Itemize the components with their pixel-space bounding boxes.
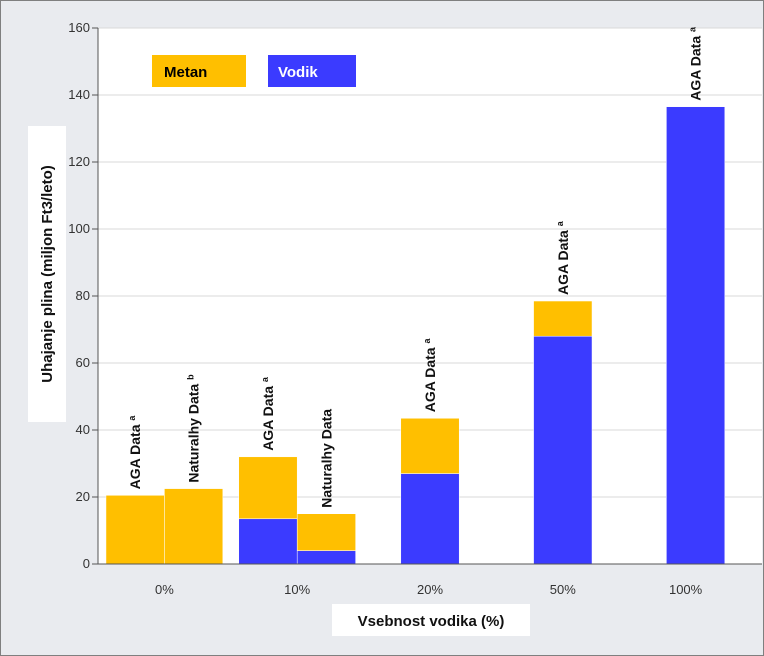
bars <box>105 106 726 565</box>
bar-vodik-100pct-0 <box>666 106 726 565</box>
bar-metan-10pct-1 <box>296 513 356 551</box>
legend-metan-label: Metan <box>164 64 207 81</box>
x-axis: 0% 10% 20% 50% 100% <box>98 563 762 597</box>
x-tick-label: 0% <box>155 582 174 597</box>
x-tick-label: 20% <box>417 582 443 597</box>
bar-data-label: Naturalhy Data b <box>186 374 202 483</box>
bar-metan-20pct-0 <box>400 418 460 474</box>
bar-labels: AGA Data a Naturalhy Data b AGA Data a Natu… <box>127 26 703 508</box>
legend-metan-swatch <box>152 55 246 87</box>
bar-data-label: Naturalhy Data <box>318 409 334 508</box>
bar-data-label: AGA Data a <box>688 26 704 101</box>
x-tick-label: 50% <box>550 582 576 597</box>
y-tick-label: 80 <box>76 288 90 303</box>
bar-vodik-20pct-0 <box>400 473 460 565</box>
x-axis-title: Vsebnost vodika (%) <box>358 613 505 630</box>
y-tick-label: 100 <box>68 221 90 236</box>
bar-data-label: AGA Data a <box>555 220 571 295</box>
x-axis-title-bg <box>332 604 530 636</box>
y-tick-label: 120 <box>68 154 90 169</box>
legend-vodik-swatch <box>268 55 356 87</box>
bar-vodik-10pct-0 <box>238 518 298 565</box>
legend: Metan Vodik <box>152 55 356 87</box>
y-axis-title-bg <box>28 126 66 422</box>
bar-metan-0pct-0 <box>105 495 165 565</box>
y-tick-label: 20 <box>76 489 90 504</box>
legend-vodik-label: Vodik <box>278 64 318 81</box>
y-tick-label: 60 <box>76 355 90 370</box>
x-tick-label: 10% <box>284 582 310 597</box>
y-axis: 0 20 40 60 80 100 120 140 160 <box>68 20 99 571</box>
y-tick-label: 40 <box>76 422 90 437</box>
bar-data-label: AGA Data a <box>260 376 276 451</box>
x-tick-label: 100% <box>669 582 703 597</box>
bar-data-label: AGA Data a <box>422 338 438 413</box>
y-tick-label: 0 <box>83 556 90 571</box>
bar-metan-0pct-1 <box>164 488 224 565</box>
bar-metan-50pct-0 <box>533 300 593 337</box>
bar-vodik-50pct-0 <box>533 335 593 565</box>
bar-data-label: AGA Data a <box>127 415 143 490</box>
y-tick-label: 160 <box>68 20 90 35</box>
y-axis-title: Uhajanje plina (miljon Ft3/leto) <box>39 165 56 383</box>
y-tick-label: 140 <box>68 87 90 102</box>
bar-vodik-10pct-1 <box>296 550 356 565</box>
bar-metan-10pct-0 <box>238 456 298 520</box>
